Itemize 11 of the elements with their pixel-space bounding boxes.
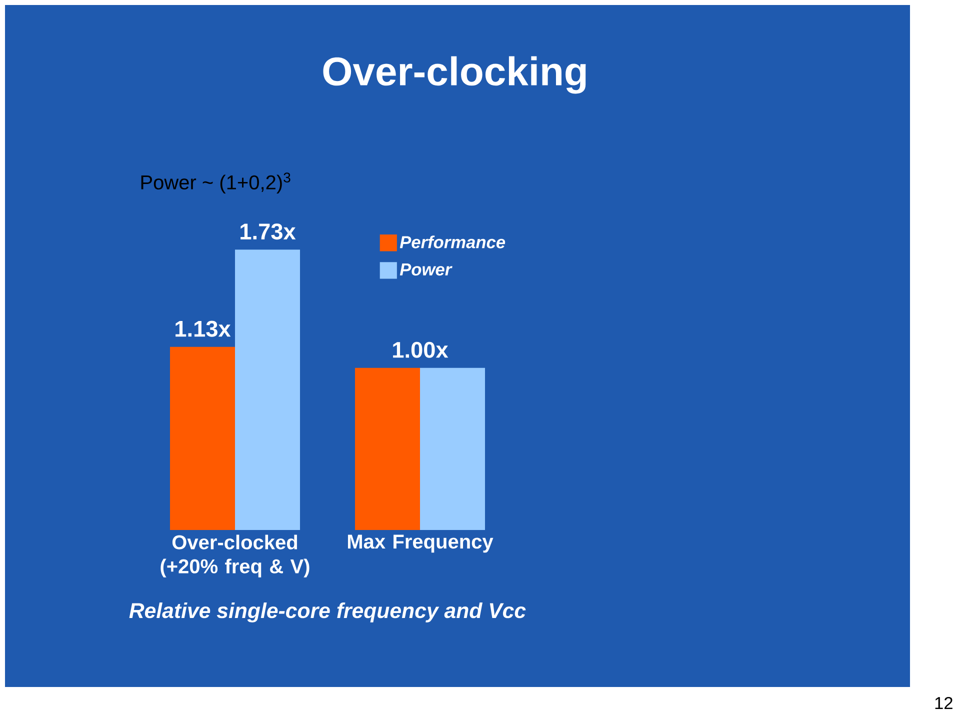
data-label: 1.73x [240,223,296,240]
x-axis-title: Relative single-core frequency and Vcc [129,602,526,622]
x-tick-label: Max Frequency [348,534,494,552]
text: 12 [935,696,952,709]
data-label: 1.13x [176,320,231,337]
chart-title: Over-clocking [323,56,586,94]
legend-label: Power [400,263,452,276]
data-label: 1.00x [393,342,448,358]
text: Power ~ (1+0,2)$^{3}$ [141,172,290,194]
x-tick-label: Over-clocked (+20% freq & V) [160,534,310,578]
legend-label: Performance [400,235,506,248]
